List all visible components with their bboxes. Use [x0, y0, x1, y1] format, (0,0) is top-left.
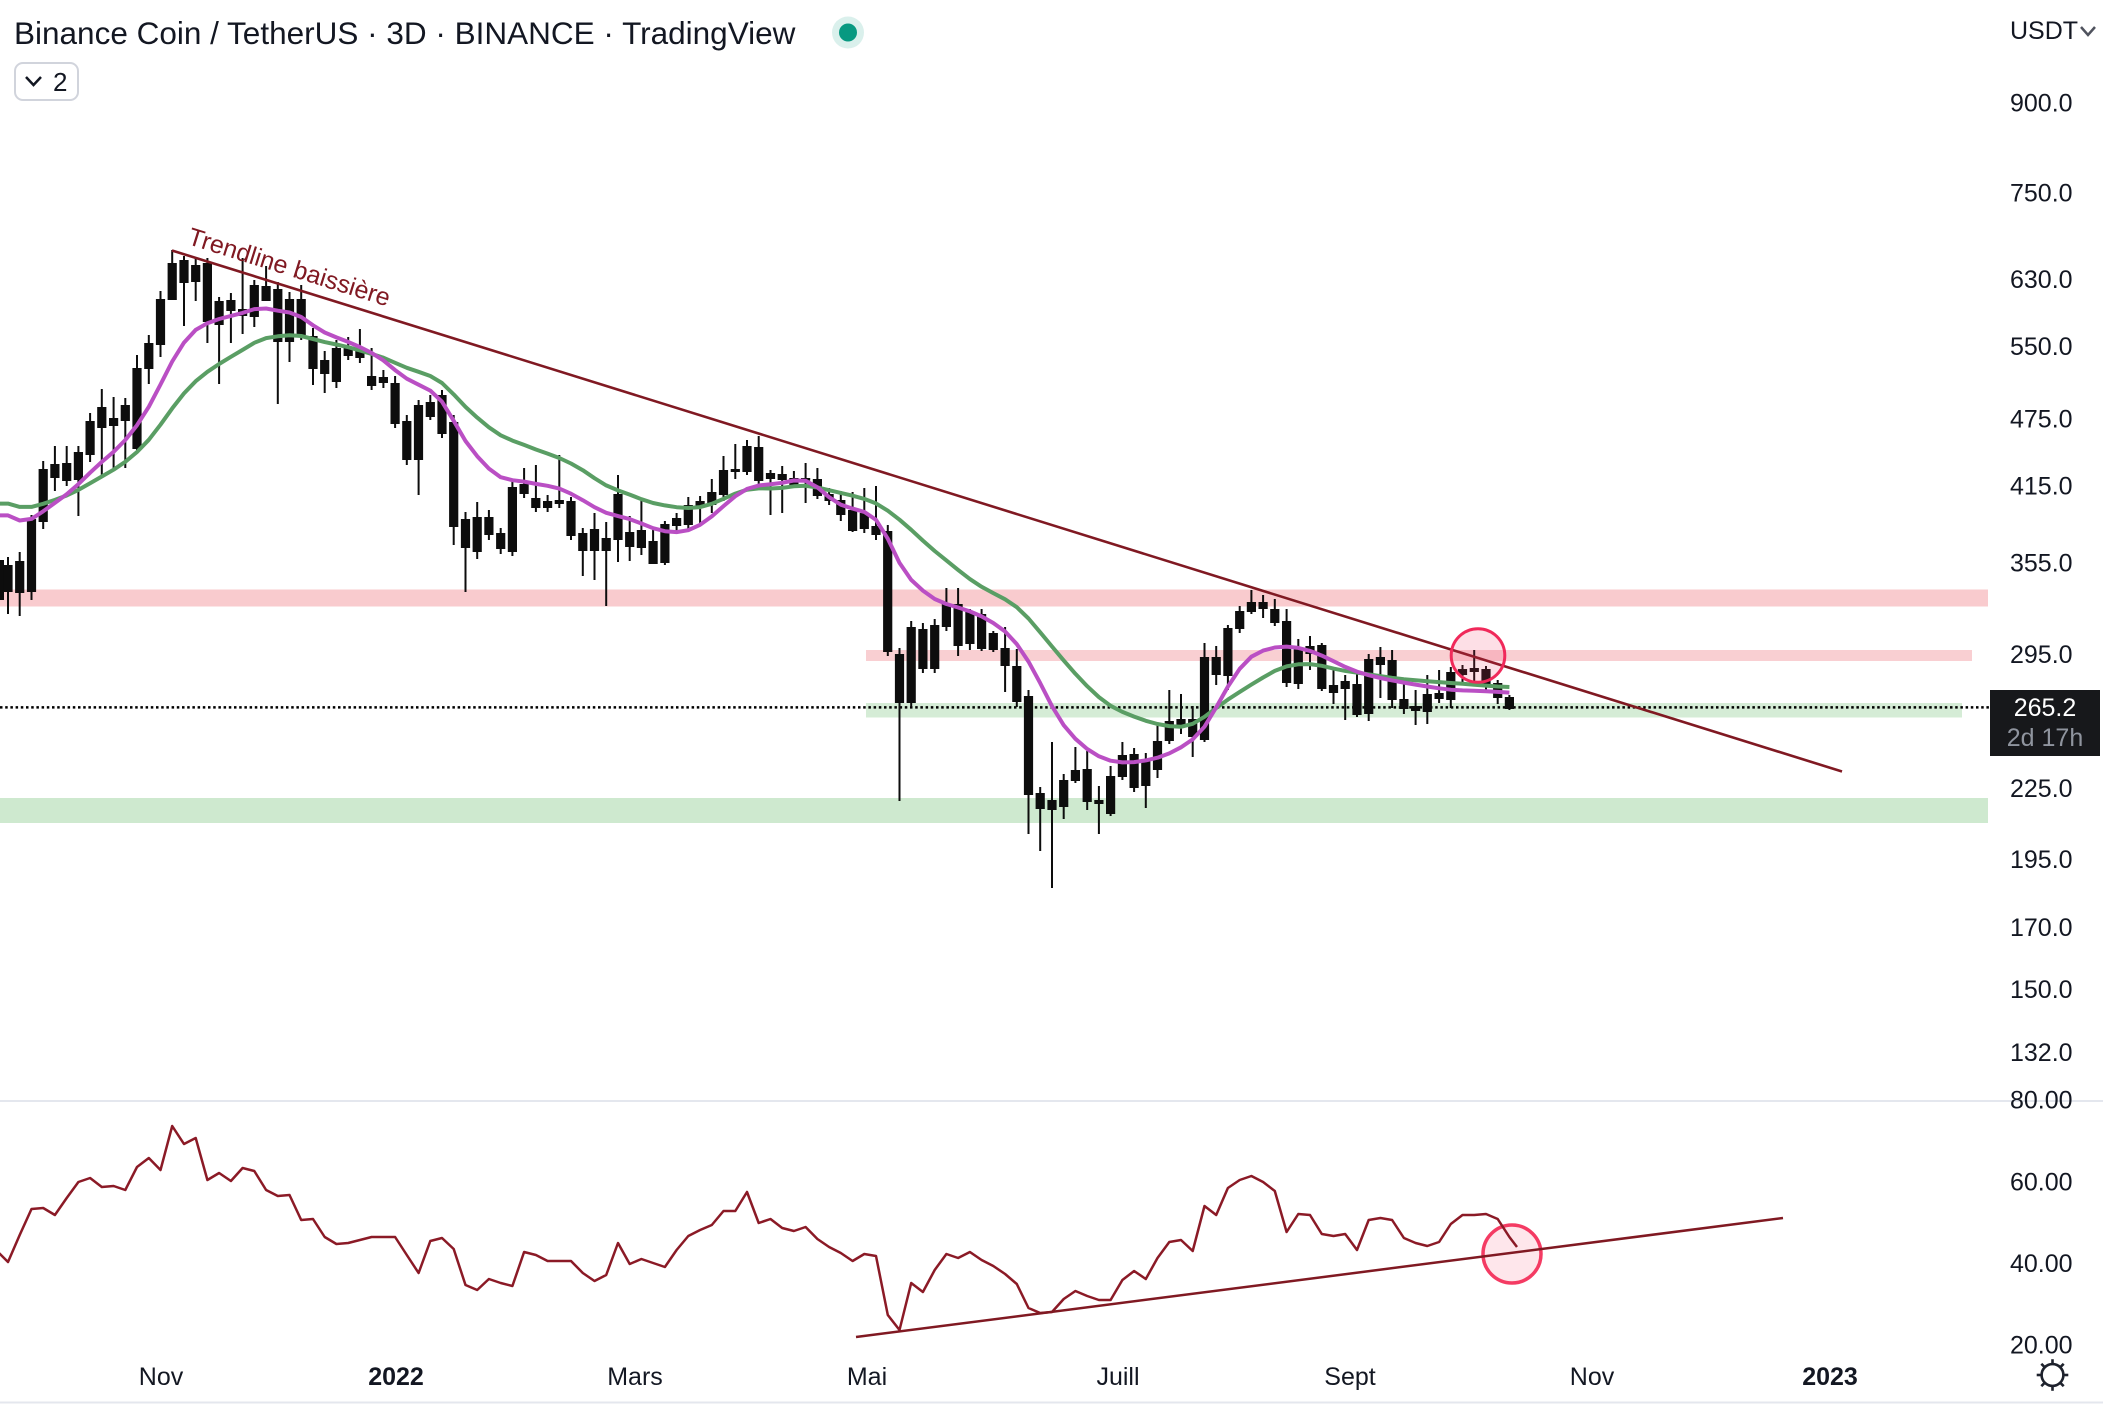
svg-text:40.00: 40.00 [2010, 1250, 2073, 1278]
svg-text:60.00: 60.00 [2010, 1169, 2073, 1197]
svg-text:Mai: Mai [847, 1363, 887, 1391]
svg-text:550.0: 550.0 [2010, 333, 2073, 361]
svg-text:Juill: Juill [1096, 1363, 1139, 1391]
svg-text:195.0: 195.0 [2010, 846, 2073, 874]
svg-text:295.0: 295.0 [2010, 641, 2073, 669]
svg-text:2022: 2022 [368, 1363, 424, 1391]
svg-text:475.0: 475.0 [2010, 406, 2073, 434]
svg-text:2d 17h: 2d 17h [2007, 724, 2083, 752]
svg-text:630.0: 630.0 [2010, 266, 2073, 294]
svg-text:2: 2 [53, 67, 67, 97]
svg-text:Binance Coin / TetherUS · 3D ·: Binance Coin / TetherUS · 3D · BINANCE ·… [14, 15, 796, 51]
svg-text:USDT: USDT [2010, 17, 2078, 45]
svg-text:Nov: Nov [1570, 1363, 1615, 1391]
svg-text:2023: 2023 [1802, 1363, 1858, 1391]
svg-text:225.0: 225.0 [2010, 775, 2073, 803]
svg-text:Sept: Sept [1324, 1363, 1375, 1391]
svg-text:Mars: Mars [607, 1363, 663, 1391]
svg-text:20.00: 20.00 [2010, 1332, 2073, 1360]
svg-text:150.0: 150.0 [2010, 976, 2073, 1004]
svg-text:900.0: 900.0 [2010, 89, 2073, 117]
svg-text:355.0: 355.0 [2010, 550, 2073, 578]
svg-text:Nov: Nov [139, 1363, 184, 1391]
svg-text:80.00: 80.00 [2010, 1087, 2073, 1115]
svg-text:265.2: 265.2 [2014, 694, 2077, 722]
svg-text:170.0: 170.0 [2010, 914, 2073, 942]
svg-text:132.0: 132.0 [2010, 1039, 2073, 1067]
svg-text:415.0: 415.0 [2010, 472, 2073, 500]
svg-text:750.0: 750.0 [2010, 180, 2073, 208]
